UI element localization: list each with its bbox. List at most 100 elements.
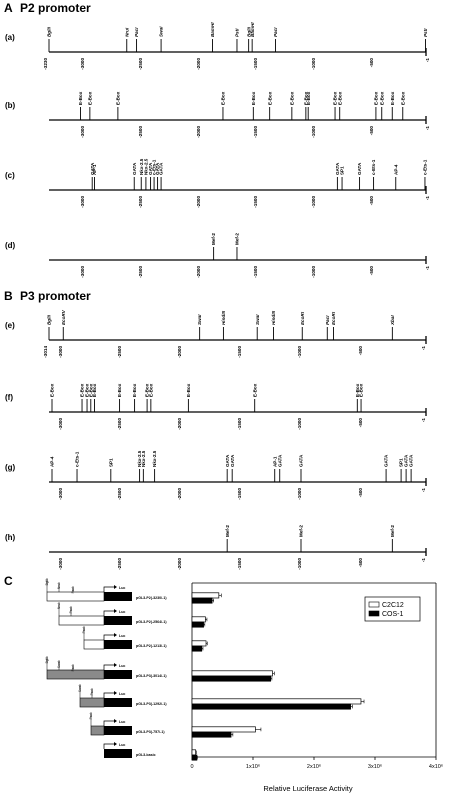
promoter-insert [46, 669, 105, 680]
coordinate-tick: -3000 [58, 418, 63, 430]
site-label: GATA [148, 162, 153, 175]
luc-label: Luc [119, 664, 125, 668]
site-label: BamHI [250, 22, 255, 37]
coordinate-tick: -500 [358, 558, 363, 568]
site-label: E-Box [221, 91, 226, 105]
coordinate-tick: -1500 [253, 266, 258, 278]
site-label: PstI [235, 28, 240, 37]
site-label: E-Box [80, 383, 85, 397]
bar-c2c12 [191, 749, 197, 756]
site-label: Mef-2 [299, 525, 304, 537]
site-label: GATA [299, 454, 304, 467]
coordinate-tick: -3000 [80, 266, 85, 278]
coordinate-tick: -1 [421, 346, 426, 351]
bar-cos-1 [191, 645, 203, 652]
site-label: E-Box [289, 91, 294, 105]
section-b-title: P3 promoter [20, 289, 91, 303]
x-tick-label: 4x10⁶ [429, 763, 443, 770]
site-label: GATA [409, 454, 414, 467]
coordinate-tick: -1500 [253, 196, 258, 208]
luc-label: Luc [119, 743, 125, 747]
coordinate-tick: -2500 [117, 488, 122, 500]
site-label: GATA [155, 162, 160, 175]
site-label: SP1 [399, 458, 404, 467]
coordinate-tick: -2000 [177, 488, 182, 500]
construct-diagrams: Luc pGL3-P2(-3230/-1) BglII NruI PacI Luc pGL3… [45, 578, 167, 758]
promoter-insert [79, 697, 105, 708]
site-label: E-Box [115, 91, 120, 105]
legend-label: COS-1 [382, 611, 404, 618]
site-label: BglII [47, 26, 52, 37]
coordinate-tick: -1 [425, 266, 430, 271]
coordinate-tick: -2000 [177, 418, 182, 430]
row-label: (f) [5, 393, 13, 402]
coordinate-tick: -500 [369, 58, 374, 68]
coordinate-tick: -2000 [196, 58, 201, 70]
site-flag-label: NruI [57, 583, 61, 589]
luciferase-gene [104, 616, 132, 625]
tss-arrow [103, 720, 114, 726]
start-coordinate: -3014 [43, 346, 48, 358]
coordinate-tick: -1000 [311, 196, 316, 208]
site-label: E-Box [374, 91, 379, 105]
site-flag-label: NruI [57, 603, 61, 609]
site-label: E-Box [379, 91, 384, 105]
coordinate-tick: -2500 [138, 266, 143, 278]
x-axis-label: Relative Luciferase Activity [263, 784, 352, 793]
site-label: E-Box [92, 383, 97, 397]
bar-c2c12 [191, 670, 273, 677]
construct-name: pGL3-P2(-1213/-1) [136, 644, 167, 648]
coordinate-tick: -1 [421, 558, 426, 563]
site-label: GATA [335, 162, 340, 175]
coordinate-tick: -2500 [117, 558, 122, 570]
site-flag-label: PacI [71, 587, 75, 593]
site-label: GATA [357, 162, 362, 175]
coordinate-tick: -3000 [58, 488, 63, 500]
site-label: Nkx-2.5 [144, 158, 149, 175]
site-label: GATA [90, 162, 95, 175]
tss-arrow [103, 634, 114, 640]
site-label: GATA [230, 454, 235, 467]
start-coordinate: -3230 [43, 58, 48, 70]
site-label: E-Box [251, 91, 256, 105]
x-tick-label: 0 [190, 764, 193, 770]
row-label: (g) [5, 463, 16, 472]
tss-arrow [103, 664, 114, 670]
site-label: XbaI [390, 315, 395, 326]
bar-c2c12 [191, 698, 362, 705]
coordinate-tick: -500 [358, 488, 363, 498]
coordinate-tick: -1500 [253, 126, 258, 138]
luciferase-gene [104, 726, 132, 735]
tss-arrowhead [114, 585, 117, 589]
site-label: SwaI [159, 26, 164, 37]
site-label: E-Box [355, 383, 360, 397]
bar-cos-1 [191, 597, 213, 604]
site-label: E-Box [87, 91, 92, 105]
tss-arrowhead [114, 663, 117, 667]
luc-label: Luc [119, 720, 125, 724]
coordinate-tick: -3000 [80, 58, 85, 70]
site-label: BamHI [210, 22, 215, 37]
site-label: E-Box [359, 383, 364, 397]
promoter-insert [90, 725, 105, 736]
site-label: E-Box [148, 383, 153, 397]
coordinate-tick: -1 [425, 126, 430, 131]
site-flag-label: PacI [90, 689, 94, 695]
section-c-letter: C [4, 574, 13, 588]
site-label: PstI [423, 28, 428, 37]
luciferase-gene [104, 592, 132, 601]
luc-label: Luc [119, 692, 125, 696]
coordinate-tick: -2000 [177, 558, 182, 570]
coordinate-tick: -2000 [196, 126, 201, 138]
site-flag-label: PacI [89, 713, 93, 719]
site-label: E-Box [85, 383, 90, 397]
coordinate-tick: -1500 [237, 346, 242, 358]
coordinate-tick: -500 [358, 346, 363, 356]
coordinate-tick: -1 [425, 58, 430, 63]
bar-cos-1 [191, 754, 198, 761]
legend: C2C12 COS-1 [364, 596, 421, 622]
site-label: GATA [277, 454, 282, 467]
construct-name: pGL3-P3(-757/-1) [136, 730, 165, 734]
site-label: E-Box [88, 383, 93, 397]
